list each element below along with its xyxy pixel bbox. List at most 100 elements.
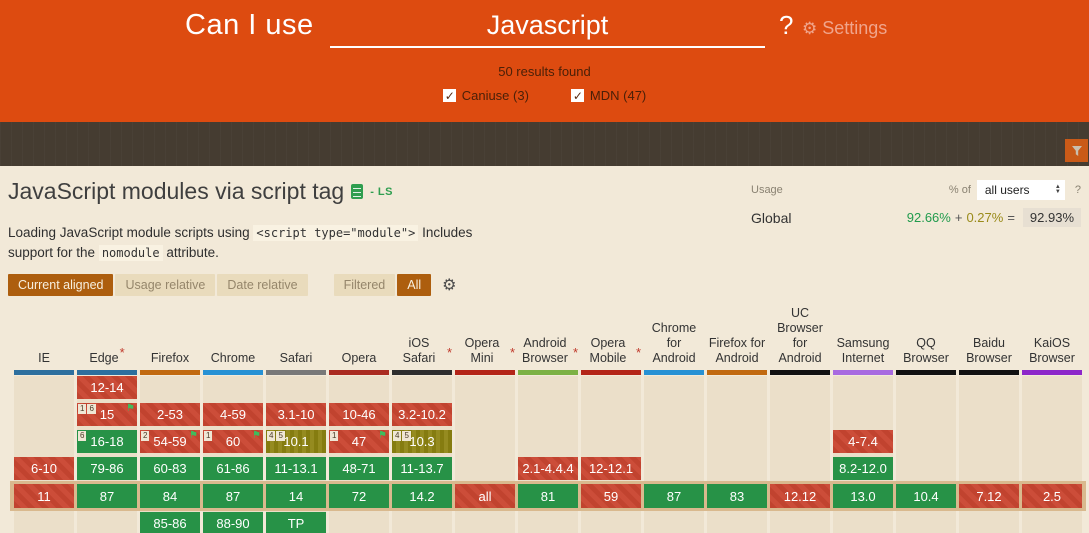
support-cell-edge[interactable]: 79-86 (77, 457, 137, 480)
support-cell-empty (14, 430, 74, 453)
version-range: 87 (666, 488, 682, 504)
version-range: 11-13.7 (400, 461, 444, 476)
support-cell-chrome[interactable]: 87 (203, 484, 263, 508)
support-cell-empty (455, 403, 515, 426)
browser-color-bar (14, 370, 74, 375)
support-cell-firefox-for-android[interactable]: 83 (707, 484, 767, 508)
tab-usage-relative[interactable]: Usage relative (115, 274, 216, 296)
support-cell-empty (329, 512, 389, 533)
support-cell-safari[interactable]: 3.1-10 (266, 403, 326, 426)
browser-header-chrome: Chrome (203, 306, 263, 375)
support-cell-baidu-browser[interactable]: 7.12 (959, 484, 1019, 508)
support-cell-empty (644, 430, 704, 453)
support-cell-safari[interactable]: 4 5 10.1 (266, 430, 326, 453)
filter-mdn[interactable]: MDN (47) (570, 88, 646, 103)
version-range: 2.1-4.4.4 (522, 461, 574, 476)
version-row-past: 6 16-18 2 54-59 ⚑ 1 60 ⚑ 4 5 10.1 1 47 ⚑ 4 5 10.3 4-7.4 (14, 430, 1082, 453)
support-cell-kaios-browser[interactable]: 2.5 (1022, 484, 1082, 508)
current-version-row-highlight: 11 87 84 87 14 72 14.2 all 81 59 87 83 12.12 13.0 10.4… (10, 481, 1086, 511)
support-cell-ios-safari[interactable]: 4 5 10.3 (392, 430, 452, 453)
filter-caniuse-label: Caniuse (3) (461, 88, 529, 103)
experimental-flag-icon: ⚑ (189, 430, 198, 441)
percent-of-label: % of (948, 184, 971, 196)
support-cell-chrome[interactable]: 4-59 (203, 403, 263, 426)
table-settings-gear-icon[interactable]: ⚙ (442, 277, 457, 294)
support-cell-ie[interactable]: 6-10 (14, 457, 74, 480)
usage-help-link[interactable]: ? (1074, 184, 1081, 196)
version-row-future: 85-86 88-90 TP (14, 512, 1082, 533)
support-cell-samsung-internet[interactable]: 13.0 (833, 484, 893, 508)
support-cell-firefox[interactable]: 2-53 (140, 403, 200, 426)
support-cell-safari[interactable]: 14 (266, 484, 326, 508)
support-cell-ios-safari[interactable]: 11-13.7 (392, 457, 452, 480)
support-cell-firefox[interactable]: 2 54-59 ⚑ (140, 430, 200, 453)
support-cell-ios-safari[interactable]: 3.2-10.2 (392, 403, 452, 426)
tab-date-relative[interactable]: Date relative (217, 274, 308, 296)
support-cell-edge[interactable]: 12-14 (77, 376, 137, 399)
site-logo[interactable]: Can I use (185, 9, 314, 41)
support-cell-edge[interactable]: 6 16-18 (77, 430, 137, 453)
support-cell-chrome[interactable]: 88-90 (203, 512, 263, 533)
browser-name: UC Browser for Android (777, 306, 823, 365)
support-cell-android-browser[interactable]: 2.1-4.4.4 (518, 457, 578, 480)
browser-name: Opera Mini * (464, 336, 515, 365)
support-cell-edge[interactable]: 87 (77, 484, 137, 508)
tab-all[interactable]: All (397, 274, 432, 296)
support-cell-samsung-internet[interactable]: 8.2-12.0 (833, 457, 893, 480)
settings-button[interactable]: ⚙ Settings (802, 18, 887, 39)
sub-header-bar (0, 122, 1089, 166)
browser-color-bar (833, 370, 893, 375)
browser-header-firefox: Firefox (140, 306, 200, 375)
support-cell-opera[interactable]: 72 (329, 484, 389, 508)
support-cell-ie[interactable]: 11 (14, 484, 74, 508)
tab-filtered[interactable]: Filtered (333, 274, 396, 296)
source-filters: Caniuse (3) MDN (47) (0, 88, 1089, 103)
support-cell-empty (518, 512, 578, 533)
help-link[interactable]: ? (779, 10, 794, 40)
support-cell-opera[interactable]: 10-46 (329, 403, 389, 426)
note-badge: 6 (87, 404, 96, 414)
checkbox-checked-icon[interactable] (442, 89, 456, 103)
support-cell-samsung-internet[interactable]: 4-7.4 (833, 430, 893, 453)
support-cell-opera-mobile[interactable]: 59 (581, 484, 641, 508)
support-cell-firefox[interactable]: 84 (140, 484, 200, 508)
version-range: 11 (37, 488, 51, 504)
support-cell-empty (1022, 376, 1082, 399)
note-badge: 1 (204, 431, 213, 441)
filter-panel-button[interactable] (1065, 139, 1088, 162)
browser-header-kaios-browser: KaiOS Browser (1022, 306, 1082, 375)
browser-header-ios-safari: iOS Safari * (392, 306, 452, 375)
spec-document-icon[interactable] (351, 184, 364, 199)
support-cell-opera[interactable]: 48-71 (329, 457, 389, 480)
users-select[interactable]: all users ▲ ▼ (976, 180, 1065, 200)
support-cell-opera-mobile[interactable]: 12-12.1 (581, 457, 641, 480)
support-cell-safari[interactable]: 11-13.1 (266, 457, 326, 480)
support-cell-chrome[interactable]: 61-86 (203, 457, 263, 480)
support-cell-ios-safari[interactable]: 14.2 (392, 484, 452, 508)
support-cell-empty (707, 403, 767, 426)
support-cell-empty (707, 376, 767, 399)
support-cell-android-browser[interactable]: 81 (518, 484, 578, 508)
note-asterisk: * (119, 345, 125, 360)
support-cell-chrome-for-android[interactable]: 87 (644, 484, 704, 508)
usage-total-value: 92.93% (1022, 208, 1081, 227)
support-cell-qq-browser[interactable]: 10.4 (896, 484, 956, 508)
support-cell-edge[interactable]: 1 6 15 ⚑ (77, 403, 137, 426)
support-cell-firefox[interactable]: 60-83 (140, 457, 200, 480)
checkbox-checked-icon[interactable] (570, 89, 584, 103)
support-cell-chrome[interactable]: 1 60 ⚑ (203, 430, 263, 453)
version-range: 10.1 (283, 434, 309, 449)
support-cell-empty (581, 430, 641, 453)
note-badge: 4 (267, 431, 276, 441)
support-cell-safari[interactable]: TP (266, 512, 326, 533)
status-badge[interactable]: - LS (370, 185, 393, 198)
search-input[interactable] (330, 4, 765, 48)
support-cell-opera-mini[interactable]: all (455, 484, 515, 508)
browser-name: Samsung Internet (836, 336, 890, 365)
support-cell-uc-browser-for-android[interactable]: 12.12 (770, 484, 830, 508)
support-cell-firefox[interactable]: 85-86 (140, 512, 200, 533)
tab-current-aligned[interactable]: Current aligned (8, 274, 114, 296)
support-cell-opera[interactable]: 1 47 ⚑ (329, 430, 389, 453)
filter-caniuse[interactable]: Caniuse (3) (442, 88, 529, 103)
